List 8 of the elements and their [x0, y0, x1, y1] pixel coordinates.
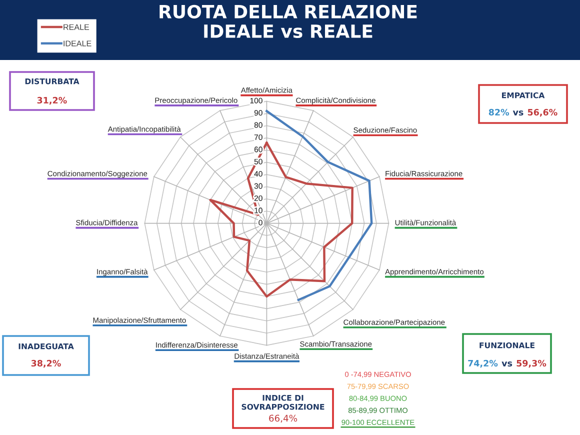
text: 74,2% vs 59,3% [468, 360, 546, 368]
legend-label: REALE [64, 24, 90, 30]
text: 82% vs 56,6% [488, 108, 558, 117]
legend-label: IDEALE [64, 40, 92, 46]
text: 38,2% [31, 360, 61, 368]
text: 31,2% [37, 96, 67, 105]
text: 66,4% [269, 414, 298, 423]
chart-title: RUOTA DELLA RELAZIONE IDEALE vs REALE [160, 4, 417, 38]
